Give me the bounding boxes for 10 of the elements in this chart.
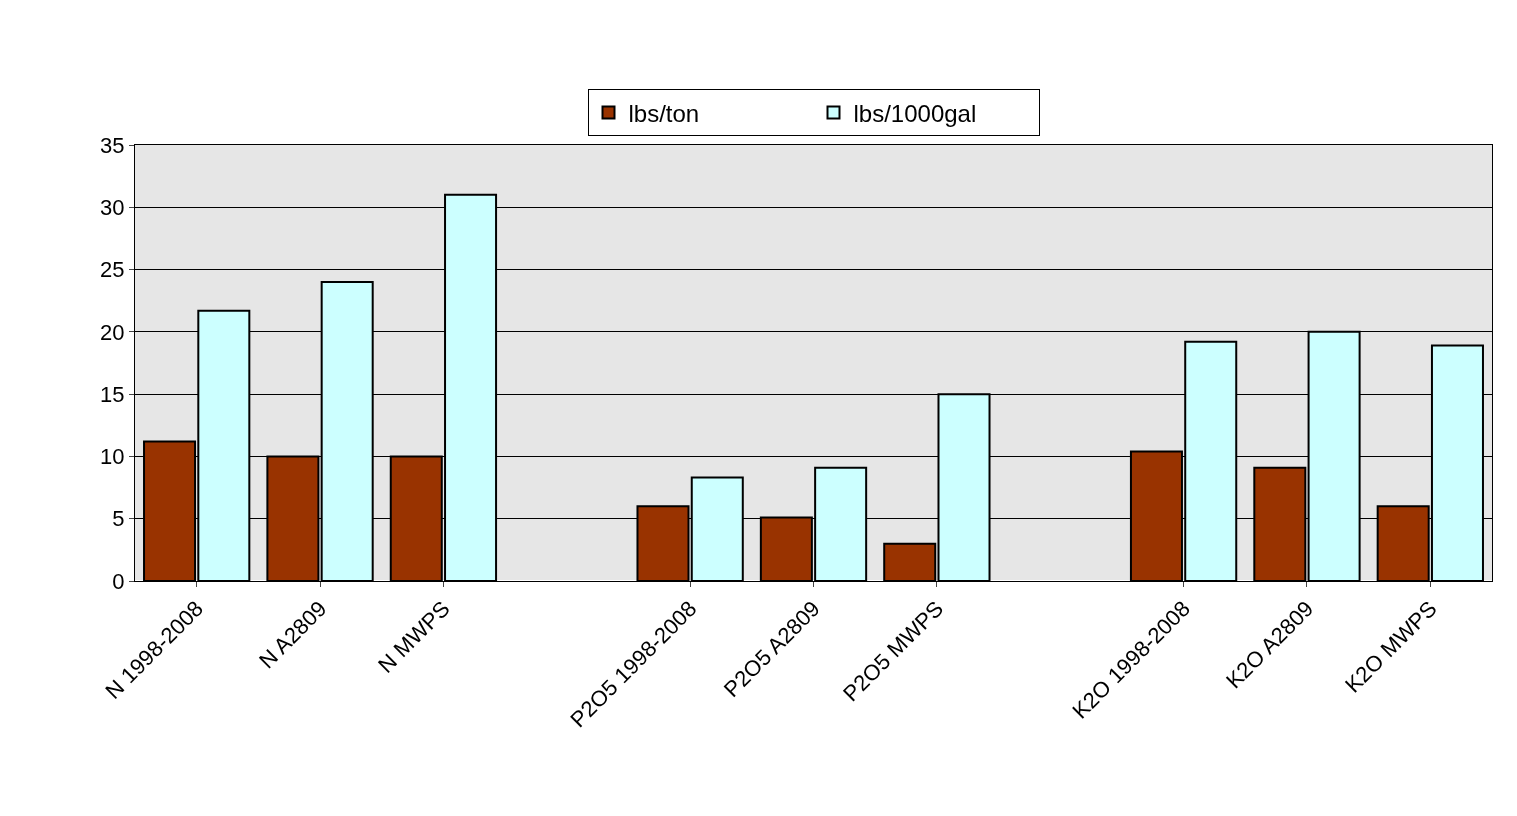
- y-tick-label: 20: [100, 319, 125, 345]
- y-tick-label: 15: [100, 381, 125, 407]
- y-tick-label: 30: [100, 194, 125, 220]
- legend-label: lbs/ton: [628, 99, 700, 127]
- y-tick-label: 10: [100, 444, 125, 470]
- y-tick-label: 5: [112, 506, 125, 532]
- y-tick-label: 25: [100, 257, 125, 283]
- y-tick-label: 35: [100, 132, 125, 158]
- legend-label: lbs/1000gal: [853, 99, 977, 127]
- y-tick-label: 0: [112, 568, 125, 594]
